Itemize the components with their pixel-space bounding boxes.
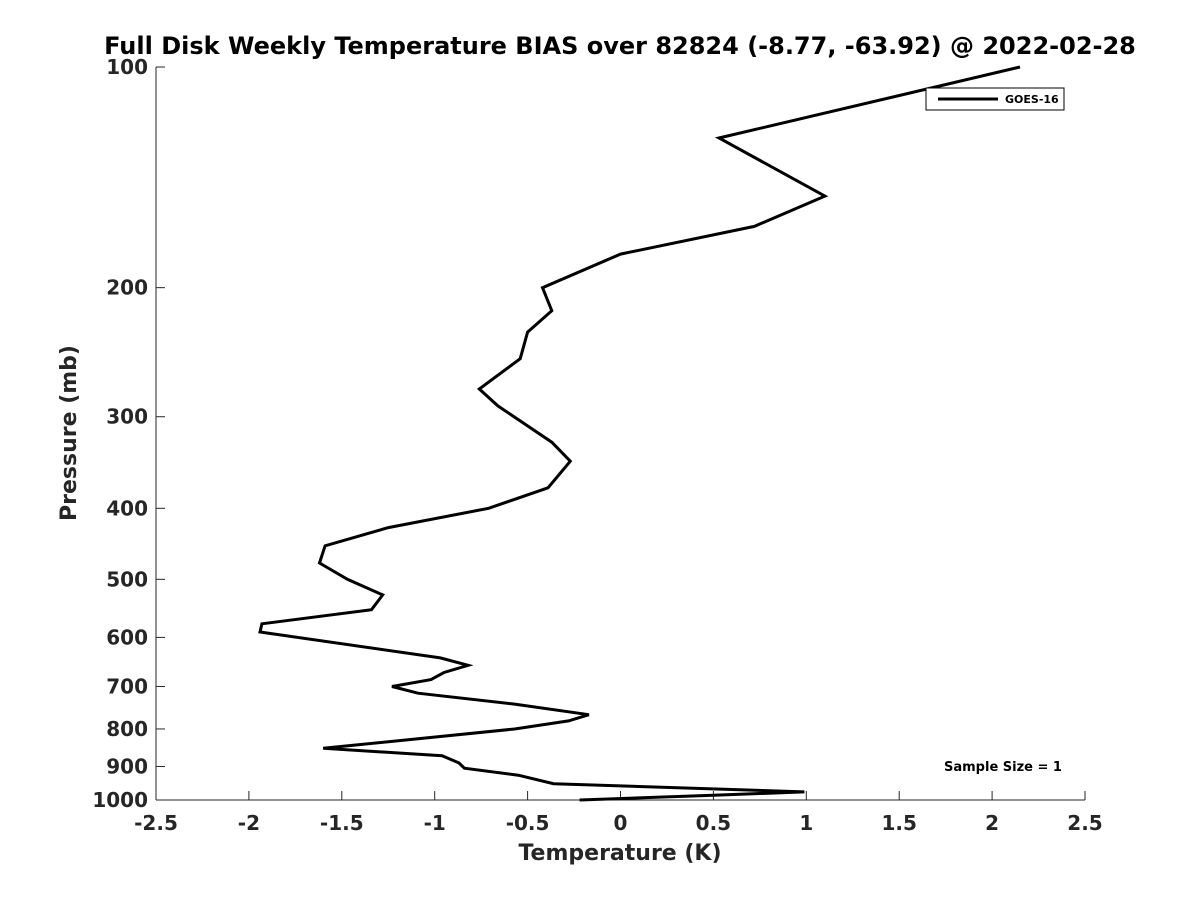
series-line-goes-16 bbox=[258, 65, 1021, 802]
legend-label: GOES-16 bbox=[1005, 93, 1059, 106]
legend: GOES-16 bbox=[925, 87, 1065, 111]
x-tick-label: -2 bbox=[238, 811, 260, 835]
x-tick-label: 2 bbox=[985, 811, 999, 835]
y-tick-label: 700 bbox=[106, 674, 148, 698]
x-tick-label: 2.5 bbox=[1067, 811, 1102, 835]
y-tick-label: 300 bbox=[106, 405, 148, 429]
y-tick-label: 600 bbox=[106, 625, 148, 649]
sample-size-annotation: Sample Size = 1 bbox=[944, 760, 1062, 775]
x-tick-label: 0.5 bbox=[696, 811, 731, 835]
y-tick-label: 400 bbox=[106, 496, 148, 520]
y-axis-title: Pressure (mb) bbox=[57, 345, 82, 521]
x-tick-label: -1.5 bbox=[320, 811, 364, 835]
y-tick-label: 200 bbox=[106, 276, 148, 300]
y-tick-label: 500 bbox=[106, 567, 148, 591]
series-layer bbox=[258, 65, 1021, 802]
y-axis: 100 200 300 400 500 600 700 800 900 1000 bbox=[92, 55, 165, 812]
y-tick-label: 900 bbox=[106, 754, 148, 778]
x-tick-label: 1 bbox=[799, 811, 813, 835]
plot-area bbox=[156, 67, 1085, 800]
x-tick-label: -1 bbox=[424, 811, 446, 835]
x-axis: -2.5 -2 -1.5 -1 -0.5 0 0.5 1 1.5 2 2.5 bbox=[134, 791, 1103, 835]
y-tick-label: 1000 bbox=[92, 788, 148, 812]
y-tick-label: 800 bbox=[106, 717, 148, 741]
x-axis-title: Temperature (K) bbox=[518, 841, 721, 866]
y-tick-label: 100 bbox=[106, 55, 148, 79]
x-tick-label: 1.5 bbox=[881, 811, 916, 835]
chart-title: Full Disk Weekly Temperature BIAS over 8… bbox=[104, 32, 1136, 60]
x-tick-label: -2.5 bbox=[134, 811, 178, 835]
x-tick-label: 0 bbox=[614, 811, 628, 835]
x-tick-label: -0.5 bbox=[506, 811, 550, 835]
